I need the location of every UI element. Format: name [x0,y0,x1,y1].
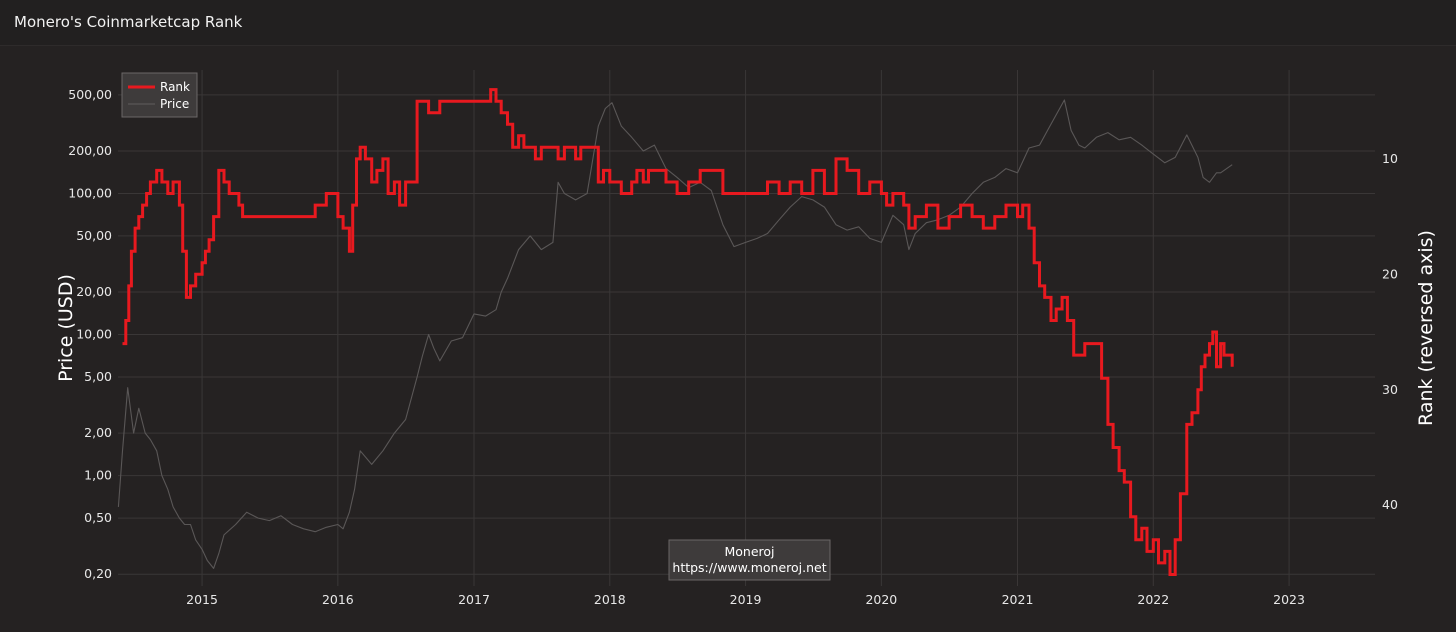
x-tick-label: 2021 [1002,592,1034,607]
x-tick-label: 2023 [1273,592,1305,607]
x-tick-label: 2022 [1137,592,1169,607]
y-axis-title: Price (USD) [55,274,77,382]
y2-tick-label: 30 [1382,382,1398,397]
y-tick-label: 100,00 [68,185,112,200]
legend-box [121,72,198,118]
x-tick-label: 2020 [865,592,897,607]
price-line [117,99,1233,569]
y-tick-label: 0,50 [84,510,112,525]
legend-rank-label: Rank [160,80,190,94]
x-tick-label: 2017 [458,592,490,607]
x-tick-label: 2015 [186,592,218,607]
credit-box: Moneroj https://www.moneroj.net [668,539,831,581]
y2-tick-label: 10 [1382,151,1398,166]
y2-axis-ticks: 10 20 30 40 [1382,151,1398,512]
legend: Rank Price [121,72,198,118]
y-axis-ticks: 500,00 200,00 100,00 50,00 20,00 10,00 5,00 2,0… [68,87,112,581]
y-tick-label: 50,00 [76,228,112,243]
gridlines [118,70,1375,586]
x-tick-label: 2019 [730,592,762,607]
y2-tick-label: 40 [1382,497,1398,512]
price-series [117,99,1233,569]
legend-price-label: Price [160,97,189,111]
rank-line [122,88,1234,576]
x-tick-label: 2018 [594,592,626,607]
y-tick-label: 5,00 [84,369,112,384]
y-tick-label: 20,00 [76,284,112,299]
credit-line-1: Moneroj [724,544,774,559]
rank-series [122,88,1234,576]
y-tick-label: 1,00 [84,468,112,483]
y2-tick-label: 20 [1382,266,1398,281]
y2-axis-title: Rank (reversed axis) [1415,230,1437,426]
x-tick-label: 2016 [322,592,354,607]
y-tick-label: 2,00 [84,425,112,440]
credit-box-bg [668,539,831,581]
y-tick-label: 0,20 [84,566,112,581]
credit-line-2: https://www.moneroj.net [672,560,826,575]
x-axis-ticks: 2015 2016 2017 2018 2019 2020 2021 2022 2023 [186,592,1305,607]
y-tick-label: 10,00 [76,327,112,342]
y-tick-label: 500,00 [68,87,112,102]
chart-title: Monero's Coinmarketcap Rank [14,13,243,31]
y-tick-label: 200,00 [68,143,112,158]
title-bar: Monero's Coinmarketcap Rank [0,0,1456,46]
